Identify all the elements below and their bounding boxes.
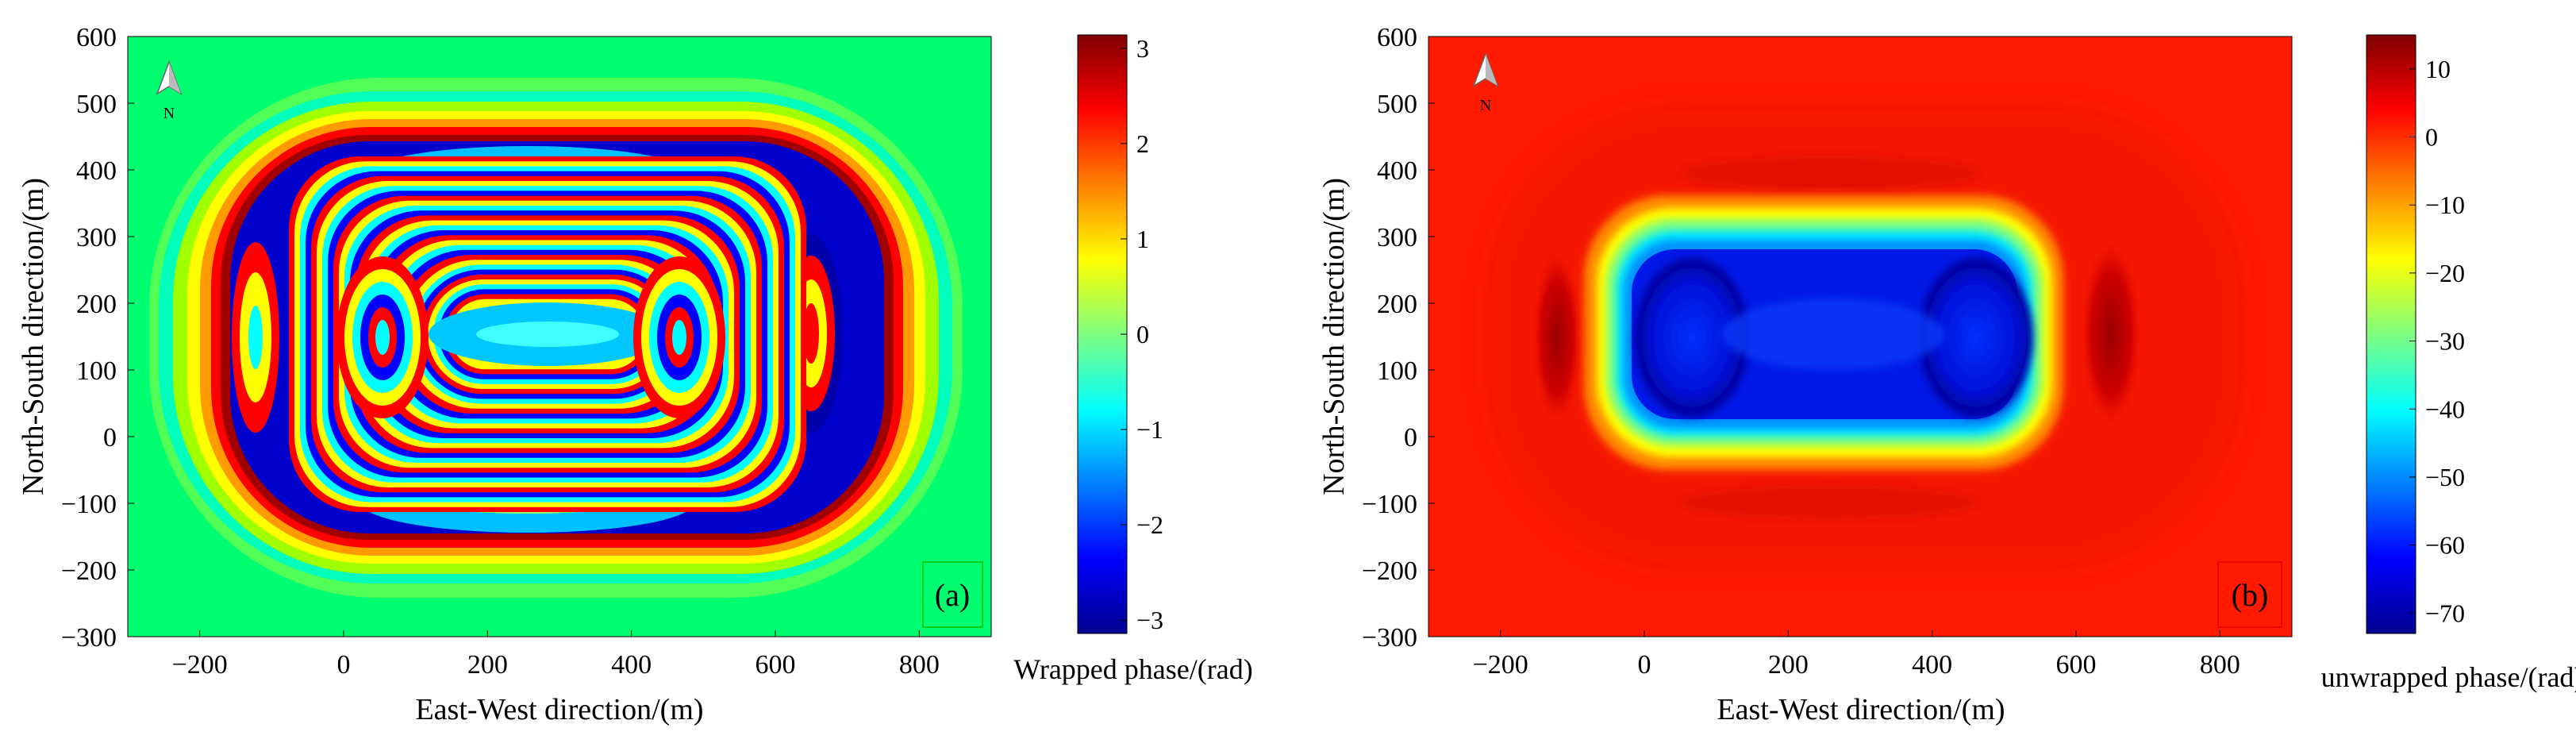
panel-b-colorbar-gradient <box>2366 34 2416 634</box>
panel-b-colorbar-tick-label: −30 <box>2425 327 2465 356</box>
panel-b-colorbar-ticks: −70 −60 −50 −40 −30 −20 −10 0 10 <box>2409 55 2465 627</box>
panel-b-colorbar-tick-label: −50 <box>2425 463 2465 491</box>
panel-a-colorbar-ticks: −3 −2 −1 0 1 2 3 <box>1121 34 1163 634</box>
panel-b-y-axis-label: North-South direction/(m) <box>1317 178 1351 495</box>
panel-b-bottom-lobe <box>1678 485 1980 520</box>
panel-a-y-tick-label: 100 <box>76 356 117 386</box>
panel-b-x-tick-label: −200 <box>1473 650 1528 680</box>
panel-a-center-core-inner <box>476 322 619 347</box>
panel-a-left-lobe-core <box>248 306 263 369</box>
panel-b-colorbar-tick-label: −60 <box>2425 531 2465 560</box>
panel-b-plot-area <box>1428 37 2292 637</box>
panel-b-colorbar-tick-label: −40 <box>2425 395 2465 423</box>
panel-a-label: (a) <box>935 577 970 613</box>
panel-a-y-tick-label: 200 <box>76 290 117 319</box>
panel-a-left-basin-fringes <box>336 256 429 418</box>
panel-a-y-tick-label: −100 <box>61 490 117 519</box>
panel-b-left-lobe <box>1530 242 1584 433</box>
panel-a-colorbar-tick-label: 1 <box>1136 225 1149 253</box>
panel-b-label: (b) <box>2232 577 2269 613</box>
panel-b-colorbar-tick-label: 0 <box>2425 123 2438 152</box>
panel-a-colorbar-gradient <box>1077 34 1128 634</box>
panel-b-y-tick-label: 0 <box>1404 423 1417 452</box>
panel-b-y-tick-label: −200 <box>1362 556 1417 586</box>
panel-b-x-tick-label: 800 <box>2200 650 2240 680</box>
panel-a-y-tick-label: 400 <box>76 156 117 186</box>
panel-a-x-tick-label: 0 <box>337 650 351 680</box>
panel-b-colorbar: −70 −60 −50 −40 −30 −20 −10 0 10 unwrapped phase… <box>2321 34 2576 693</box>
panel-b-x-tick-label: 400 <box>1912 650 1952 680</box>
panel-a-x-axis-label: East-West direction/(m) <box>415 693 703 726</box>
panel-b-colorbar-label: unwrapped phase/(rad) <box>2321 661 2576 693</box>
panel-a-y-tick-label: 600 <box>76 23 117 52</box>
panel-a-north-arrow: N <box>156 60 183 122</box>
panel-a-colorbar-tick-label: 2 <box>1136 129 1149 158</box>
panel-a-colorbar-tick-label: −1 <box>1136 415 1163 444</box>
panel-b-center-bump <box>1722 298 1944 370</box>
panel-a-y-tick-label: −300 <box>61 623 117 653</box>
panel-b-colorbar-tick-label: −70 <box>2425 599 2465 627</box>
panel-b-colorbar-tick-label: −10 <box>2425 191 2465 219</box>
panel-b-frame <box>1428 36 2293 637</box>
panel-b-y-tick-label: 100 <box>1377 356 1417 386</box>
panel-b-north-label: N <box>1480 97 1491 114</box>
panel-b-y-tick-label: 400 <box>1377 156 1417 186</box>
panel-a-right-basin-fringes <box>633 256 725 418</box>
panel-b: −200 0 200 400 600 800 −300 −200 −100 0 100 200 300 4… <box>1317 23 2293 726</box>
panel-a-north-label: N <box>163 105 175 122</box>
panel-a-y-tick-label: 300 <box>76 223 117 252</box>
panel-b-x-tick-label: 600 <box>2056 650 2097 680</box>
panel-b-y-tick-label: 600 <box>1377 23 1417 52</box>
panel-a-colorbar: −3 −2 −1 0 1 2 3 Wrapped phase/(rad) <box>1013 34 1252 685</box>
panel-a-x-tick-label: 200 <box>467 650 508 680</box>
panel-a-y-tick-label: 0 <box>103 423 117 452</box>
panel-a-x-tick-label: 400 <box>611 650 652 680</box>
panel-b-right-deep <box>1919 258 2033 417</box>
panel-b-top-lobe <box>1678 156 1980 191</box>
panel-a-x-tick-label: 800 <box>899 650 940 680</box>
panel-b-north-arrow: N <box>1472 52 1499 114</box>
panel-a-right-lobe-3 <box>803 303 819 364</box>
panel-b-tick-labels: −200 0 200 400 600 800 −300 −200 −100 0 100 200 300 4… <box>1362 23 2240 680</box>
panel-b-y-tick-label: 300 <box>1377 223 1417 252</box>
panel-b-x-tick-label: 0 <box>1638 650 1651 680</box>
panel-a-plot-area <box>128 37 991 637</box>
panel-b-right-lobe <box>2078 230 2144 437</box>
panel-b-label-box <box>2217 561 2282 628</box>
panel-a-colorbar-tick-label: −3 <box>1136 606 1163 634</box>
panel-b-colorbar-tick-label: 10 <box>2425 55 2451 83</box>
panel-a-colorbar-tick-label: 0 <box>1136 320 1149 348</box>
panel-a-y-tick-label: 500 <box>76 90 117 119</box>
panel-b-colorbar-tick-label: −20 <box>2425 259 2465 287</box>
panel-a-label-box <box>922 561 983 628</box>
panel-a-x-tick-label: −200 <box>172 650 228 680</box>
panel-a-frame <box>127 36 992 637</box>
panel-b-y-tick-label: 200 <box>1377 290 1417 319</box>
panel-a-colorbar-tick-label: 3 <box>1136 34 1149 63</box>
panel-a-tick-labels: −200 0 200 400 600 800 −300 −200 −100 0 100 200 300 4… <box>61 23 940 680</box>
panel-a-y-tick-label: −200 <box>61 556 117 586</box>
panel-b-x-tick-label: 200 <box>1768 650 1809 680</box>
panel-b-y-tick-label: −100 <box>1362 490 1417 519</box>
panel-a-colorbar-label: Wrapped phase/(rad) <box>1013 653 1252 685</box>
panel-b-y-tick-label: −300 <box>1362 623 1417 653</box>
panel-a-colorbar-tick-label: −2 <box>1136 510 1163 539</box>
panel-b-y-tick-label: 500 <box>1377 90 1417 119</box>
panel-b-left-deep <box>1635 258 1749 417</box>
panel-a: −200 0 200 400 600 800 −300 −200 −100 0 100 200 300 4… <box>17 23 992 726</box>
panel-b-x-axis-label: East-West direction/(m) <box>1717 693 2005 726</box>
panel-a-y-axis-label: North-South direction/(m) <box>17 178 50 495</box>
panel-a-x-tick-label: 600 <box>755 650 796 680</box>
